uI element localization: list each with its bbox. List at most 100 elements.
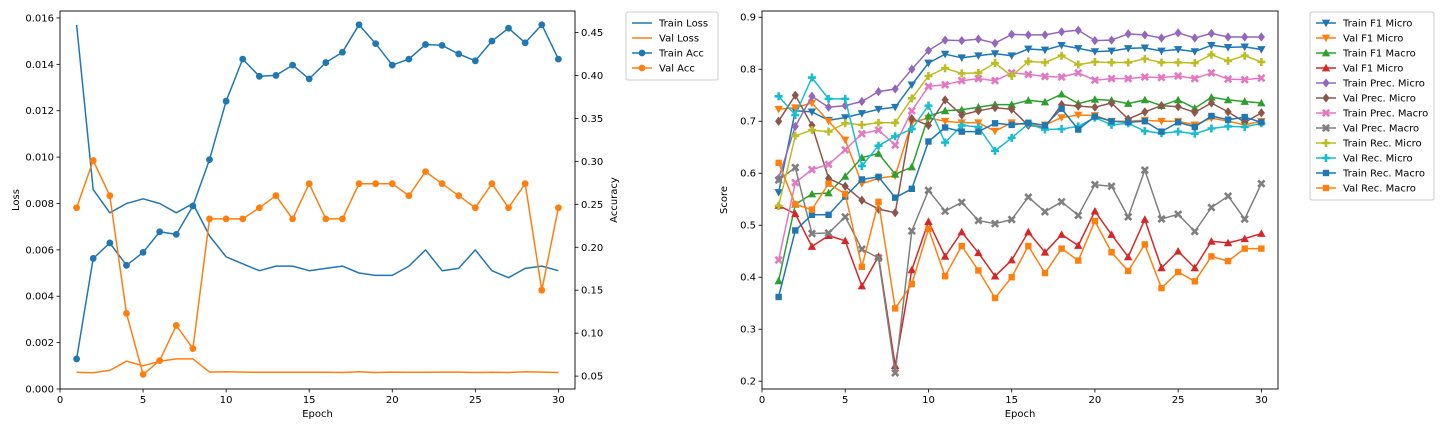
data-point [1190, 263, 1199, 272]
data-point [924, 111, 933, 120]
chart-1: 0 5 10 15 20 25 30 0.000 0.002 0.004 0.006 0.008 0.0… [11, 10, 719, 420]
data-point [1074, 101, 1082, 111]
data-point [891, 368, 900, 378]
data-point [825, 180, 832, 187]
data-point [1057, 125, 1066, 134]
data-point [355, 180, 363, 188]
legend-label: Train Prec. Micro [1342, 79, 1425, 90]
legend-marker [1322, 93, 1330, 103]
x-axis-label: Epoch [1005, 409, 1036, 420]
data-point [1240, 122, 1249, 131]
data-point [1057, 89, 1066, 98]
data-point [874, 141, 883, 150]
data-point [388, 180, 396, 188]
data-point [924, 59, 933, 68]
data-point [1124, 267, 1132, 275]
data-point [1191, 107, 1199, 117]
data-point [807, 229, 817, 238]
x-tick-label: 25 [1172, 395, 1185, 406]
data-point [791, 110, 800, 119]
legend-label: Val Loss [659, 34, 699, 45]
legend-box [1309, 11, 1435, 201]
data-point [924, 120, 933, 130]
legend: Train Loss Val Loss Train Acc Val Acc [625, 11, 719, 81]
data-point [1173, 247, 1183, 255]
data-point [791, 163, 800, 172]
data-point [890, 103, 900, 112]
data-point [1240, 214, 1249, 224]
data-point [858, 263, 866, 271]
x-tick-label: 30 [1255, 395, 1268, 406]
data-point [1257, 98, 1266, 107]
series-markers-1 [774, 41, 1266, 197]
data-point [891, 118, 900, 127]
data-point [824, 188, 833, 197]
y-tick-label: 0.016 [25, 13, 54, 24]
data-point [841, 172, 850, 180]
data-point [1223, 238, 1233, 247]
data-point [1207, 41, 1216, 50]
data-point [1140, 215, 1150, 223]
data-point [1040, 207, 1050, 216]
series-line-12 [777, 162, 1262, 310]
data-point [774, 175, 783, 185]
data-point [106, 192, 114, 200]
legend-label: Val Prec. Micro [1343, 94, 1416, 105]
data-point [1007, 52, 1016, 60]
data-point [808, 206, 816, 213]
data-point [1208, 253, 1215, 260]
data-point [940, 106, 950, 115]
data-point [1107, 47, 1116, 56]
series-line-10 [778, 76, 1262, 167]
data-point [824, 231, 833, 239]
data-point [824, 228, 833, 238]
x-tick-label: 5 [842, 395, 848, 406]
legend-marker [638, 64, 646, 72]
y-tick-label: 0.010 [25, 153, 54, 164]
series-line-2 [76, 358, 559, 374]
data-point [1190, 227, 1199, 236]
data-point [1207, 28, 1216, 38]
x-axis-label: Epoch [302, 409, 333, 420]
series-line-7 [777, 72, 1262, 261]
data-point [808, 91, 816, 101]
data-point [1057, 114, 1066, 122]
data-point [924, 217, 933, 225]
data-point [1257, 108, 1265, 118]
legend-marker [1321, 123, 1331, 133]
legend-label: Train Loss [658, 19, 708, 30]
data-point [189, 345, 197, 353]
data-point [1107, 35, 1116, 45]
data-point [941, 95, 949, 105]
data-point [1024, 30, 1032, 40]
data-point [1025, 242, 1032, 250]
data-point [1007, 100, 1016, 108]
data-point [1207, 203, 1216, 212]
data-point [1123, 99, 1133, 107]
data-point [322, 59, 330, 66]
legend-marker [1322, 184, 1330, 192]
data-point [1157, 117, 1166, 126]
y-tick-label: 0.6 [740, 169, 756, 180]
data-point [924, 45, 933, 56]
data-point [222, 215, 230, 223]
data-point [1258, 119, 1265, 126]
y-tick-label: 0.000 [25, 385, 54, 396]
data-point [941, 124, 949, 131]
data-point [1090, 95, 1100, 103]
data-point [1157, 73, 1166, 82]
legend-marker [1321, 108, 1331, 118]
data-point [1174, 127, 1183, 136]
data-point [1040, 72, 1050, 81]
y-axis-label: Loss [11, 189, 22, 211]
data-point [1140, 95, 1150, 104]
y-axis-label: Score [719, 186, 730, 214]
x-tick-label: 15 [1005, 395, 1018, 406]
data-point [890, 170, 900, 178]
data-point [958, 242, 965, 250]
data-point [156, 357, 164, 365]
data-point [824, 94, 833, 103]
data-point [172, 322, 180, 329]
legend-marker [1322, 169, 1330, 177]
